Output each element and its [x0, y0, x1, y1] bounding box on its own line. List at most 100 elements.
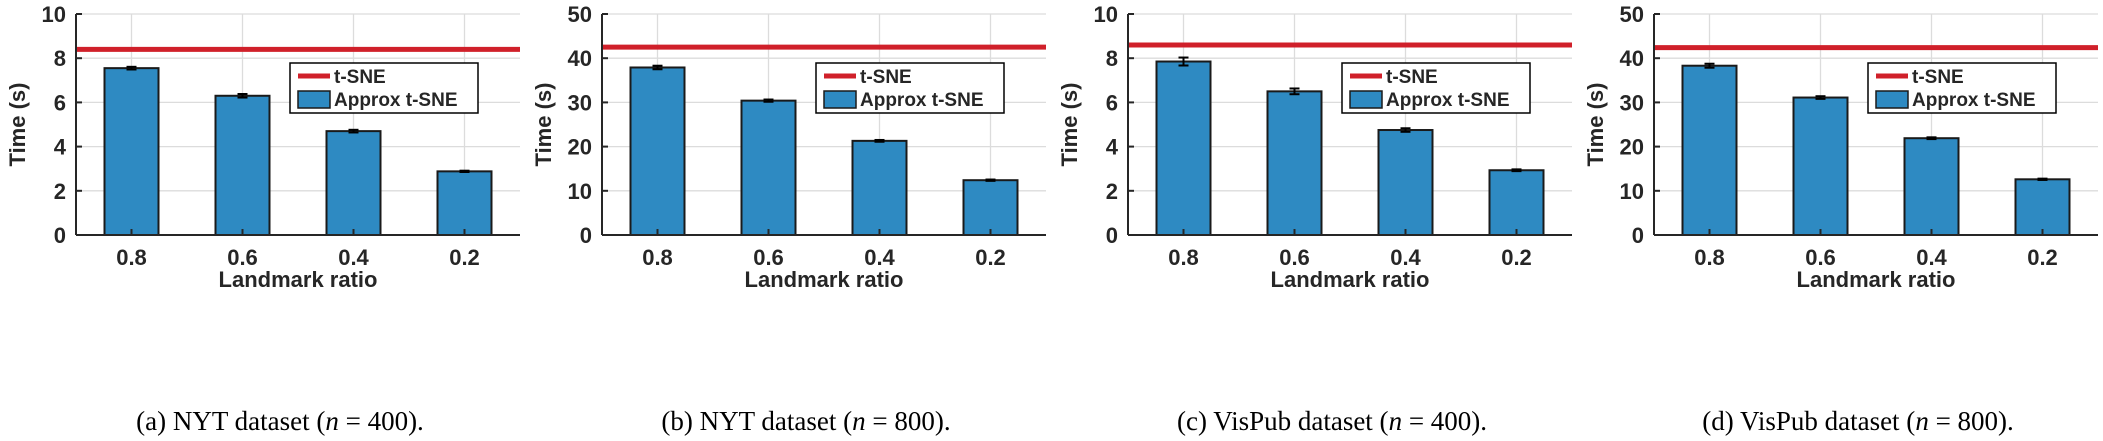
x-axis-label: Landmark ratio	[219, 267, 378, 292]
y-tick-label: 50	[1620, 2, 1644, 27]
error-bar	[985, 178, 996, 182]
bar	[851, 139, 908, 237]
x-tick-label: 0.2	[2027, 245, 2058, 270]
legend-swatch-approx	[297, 90, 331, 109]
y-tick-label: 30	[568, 90, 592, 115]
legend-label-approx: Approx t-SNE	[860, 90, 984, 111]
legend-swatch-approx	[823, 90, 857, 109]
y-tick-label: 8	[1106, 46, 1118, 71]
x-axis-label: Landmark ratio	[1271, 267, 1430, 292]
y-axis-label: Time (s)	[531, 83, 556, 167]
x-tick-label: 0.2	[449, 245, 480, 270]
legend-label-approx: Approx t-SNE	[1386, 90, 1510, 111]
caption-var: n	[1915, 406, 1929, 436]
y-tick-label: 2	[54, 179, 66, 204]
y-tick-label: 10	[42, 2, 66, 27]
chart-panel-c: 0 2 4 6 8 10 0.8 0.6 0.4 0.2 t-SNE Approx t-SNE Time…	[1052, 0, 1577, 441]
bar	[1681, 64, 1738, 236]
bar	[1377, 129, 1434, 236]
error-bar	[237, 93, 248, 99]
error-bar	[1704, 62, 1715, 69]
x-tick-label: 0.6	[753, 245, 784, 270]
y-tick-label: 0	[580, 223, 592, 248]
error-bar	[348, 128, 359, 134]
bar	[103, 67, 160, 236]
bar	[740, 99, 797, 236]
y-tick-label: 6	[1106, 90, 1118, 115]
caption-var: n	[1389, 406, 1403, 436]
bar	[1266, 90, 1323, 236]
caption-prefix: (c) VisPub dataset (	[1177, 406, 1389, 436]
caption-eq: = 400).	[339, 406, 424, 436]
y-tick-label: 20	[1620, 135, 1644, 160]
y-tick-label: 40	[1620, 46, 1644, 71]
y-tick-label: 4	[54, 135, 67, 160]
y-axis-label: Time (s)	[1583, 83, 1608, 167]
y-tick-label: 2	[1106, 179, 1118, 204]
y-tick-label: 10	[1620, 179, 1644, 204]
x-tick-label: 0.8	[1168, 245, 1199, 270]
legend-label-tsne: t-SNE	[1386, 67, 1438, 88]
bar	[2014, 178, 2071, 236]
x-tick-label: 0.4	[1390, 245, 1421, 270]
chart-panel-d: 0 10 20 30 40 50 0.8 0.6 0.4 0.2 t-SNE Approx t-SNE…	[1578, 0, 2103, 441]
bar	[1155, 60, 1212, 236]
legend-label-tsne: t-SNE	[334, 67, 386, 88]
bar	[962, 179, 1019, 236]
x-tick-label: 0.2	[1501, 245, 1532, 270]
error-bar	[2037, 177, 2048, 181]
legend-label-tsne: t-SNE	[860, 67, 912, 88]
error-bar	[1289, 87, 1300, 96]
y-tick-label: 0	[1106, 223, 1118, 248]
x-axis-label: Landmark ratio	[1797, 267, 1956, 292]
x-tick-label: 0.6	[1279, 245, 1310, 270]
legend-swatch-approx	[1349, 90, 1383, 109]
x-tick-label: 0.2	[975, 245, 1006, 270]
y-tick-label: 0	[54, 223, 66, 248]
caption: (c) VisPub dataset (n = 400).	[1177, 406, 1487, 436]
error-bar	[1815, 95, 1826, 100]
error-bar	[874, 138, 885, 143]
y-tick-label: 6	[54, 90, 66, 115]
x-tick-label: 0.6	[1805, 245, 1836, 270]
y-tick-label: 4	[1106, 135, 1119, 160]
y-tick-label: 0	[1632, 223, 1644, 248]
chart-panel-a: 0 2 4 6 8 10 0.8 0.6 0.4 0.2 t-SNE Approx t-SNE Time…	[0, 0, 525, 441]
legend-label-approx: Approx t-SNE	[1912, 90, 2036, 111]
x-tick-label: 0.4	[864, 245, 895, 270]
y-tick-label: 8	[54, 46, 66, 71]
bar	[214, 94, 271, 236]
caption-var: n	[325, 406, 339, 436]
error-bar	[1926, 136, 1937, 141]
caption: (b) NYT dataset (n = 800).	[661, 406, 950, 436]
caption-eq: = 800).	[1929, 406, 2014, 436]
x-tick-label: 0.8	[116, 245, 147, 270]
chart-panel-b: 0 10 20 30 40 50 0.8 0.6 0.4 0.2 t-SNE Approx t-SNE…	[526, 0, 1051, 441]
y-tick-label: 50	[568, 2, 592, 27]
error-bar	[1400, 127, 1411, 133]
y-tick-label: 10	[1094, 2, 1118, 27]
error-bar	[652, 64, 663, 71]
bar	[325, 130, 382, 237]
bar	[1792, 96, 1849, 237]
x-tick-label: 0.4	[338, 245, 369, 270]
caption-var: n	[852, 406, 866, 436]
caption: (a) NYT dataset (n = 400).	[136, 406, 424, 436]
error-bar	[459, 169, 470, 174]
caption-eq: = 800).	[866, 406, 951, 436]
caption-prefix: (a) NYT dataset (	[136, 406, 325, 436]
bar	[1903, 137, 1960, 236]
y-axis-label: Time (s)	[5, 83, 30, 167]
bar	[436, 170, 493, 237]
legend-swatch-approx	[1875, 90, 1909, 109]
bar	[1488, 169, 1545, 236]
legend-label-approx: Approx t-SNE	[334, 90, 458, 111]
y-axis-label: Time (s)	[1057, 83, 1082, 167]
y-tick-label: 30	[1620, 90, 1644, 115]
